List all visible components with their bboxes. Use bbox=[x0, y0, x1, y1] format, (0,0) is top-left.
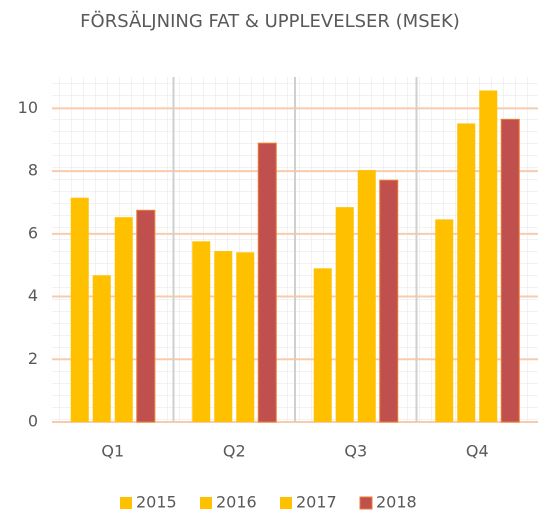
bar bbox=[114, 217, 133, 422]
bar bbox=[257, 142, 277, 423]
y-tick-label: 10 bbox=[18, 98, 38, 117]
y-tick-label: 4 bbox=[28, 286, 38, 305]
bar bbox=[92, 275, 111, 422]
legend-swatch bbox=[200, 497, 212, 509]
x-tick-label: Q2 bbox=[223, 442, 246, 461]
bar bbox=[214, 251, 233, 422]
bar bbox=[236, 252, 255, 422]
y-tick-label: 2 bbox=[28, 349, 38, 368]
bar bbox=[192, 241, 211, 422]
bar bbox=[379, 179, 399, 423]
legend-swatch bbox=[120, 497, 132, 509]
bar bbox=[457, 123, 476, 422]
x-tick-label: Q3 bbox=[344, 442, 367, 461]
bar bbox=[313, 268, 332, 422]
legend-label: 2016 bbox=[216, 493, 257, 512]
legend-label: 2018 bbox=[376, 493, 417, 512]
y-tick-label: 8 bbox=[28, 161, 38, 180]
y-tick-label: 0 bbox=[28, 412, 38, 431]
x-tick-label: Q1 bbox=[101, 442, 124, 461]
legend-swatch bbox=[359, 496, 373, 510]
bar bbox=[357, 170, 376, 422]
bar bbox=[435, 219, 454, 422]
chart-title: FÖRSÄLJNING FAT & UPPLEVELSER (MSEK) bbox=[80, 10, 460, 32]
bar bbox=[479, 90, 498, 423]
x-tick-label: Q4 bbox=[466, 442, 489, 461]
bar bbox=[335, 207, 354, 422]
legend-label: 2015 bbox=[136, 493, 177, 512]
legend-swatch bbox=[280, 497, 292, 509]
bar bbox=[500, 118, 520, 423]
bar bbox=[136, 209, 156, 423]
y-tick-label: 6 bbox=[28, 223, 38, 242]
legend-label: 2017 bbox=[296, 493, 337, 512]
bar bbox=[70, 197, 89, 422]
